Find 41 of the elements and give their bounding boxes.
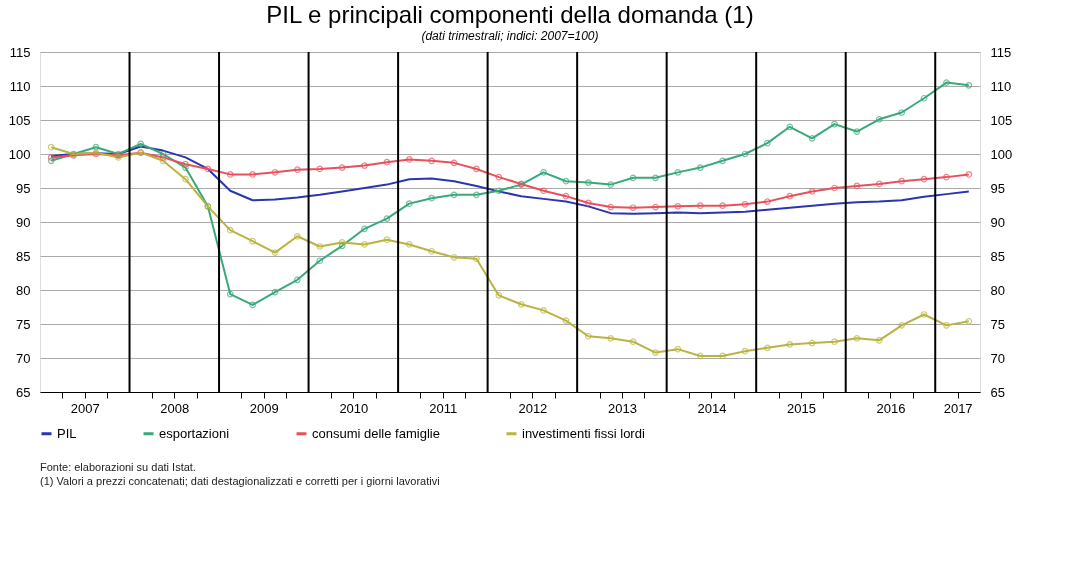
x-tick-label: 2010 [339,400,369,416]
legend-label: PIL [57,425,77,441]
x-tick-label: 2011 [429,400,458,416]
x-tick-label: 2007 [70,400,100,416]
y2-tick-label: 110 [990,78,1012,94]
legend-label: investimenti fissi lordi [522,425,645,441]
chart-title: PIL e principali componenti della domanda (1) [266,1,754,28]
y2-tick-label: 75 [990,316,1005,332]
x-tick-label: 2009 [249,400,279,416]
y2-tick-label: 95 [990,180,1005,196]
x-tick-label: 2016 [876,400,906,416]
legend-label: esportazioni [159,425,230,441]
y2-tick-label: 100 [990,146,1013,162]
legend-label: consumi delle famiglie [312,425,440,441]
y2-tick-label: 105 [990,112,1013,128]
y-tick-label: 115 [9,44,31,60]
y2-tick-label: 65 [990,384,1005,400]
x-tick-label: 2015 [786,400,816,416]
chart-subtitle: (dati trimestrali; indici: 2007=100) [421,29,599,43]
y2-tick-label: 90 [990,214,1005,230]
y-tick-label: 80 [16,282,31,298]
x-tick-label: 2013 [607,400,637,416]
y-tick-label: 65 [16,384,31,400]
y2-tick-label: 85 [990,248,1005,264]
y-tick-label: 75 [16,316,31,332]
y2-tick-label: 115 [990,44,1012,60]
y2-tick-label: 80 [990,282,1005,298]
x-tick-label: 2014 [697,400,727,416]
x-tick-label: 2008 [160,400,190,416]
y2-tick-label: 70 [990,350,1005,366]
y-tick-label: 110 [9,78,31,94]
y-tick-label: 90 [16,214,31,230]
y-tick-label: 100 [8,146,31,162]
y-tick-label: 70 [16,350,31,366]
source-note: Fonte: elaborazioni su dati Istat. [40,461,196,473]
x-tick-label: 2012 [518,400,548,416]
y-tick-label: 95 [16,180,31,196]
x-tick-label: 2017 [943,400,973,416]
y-tick-label: 85 [16,248,31,264]
y-tick-label: 105 [8,112,31,128]
text: (1) Valori a prezzi concatenati; dati destagionalizzati e corretti per i giorni lavorativi [40,475,440,487]
